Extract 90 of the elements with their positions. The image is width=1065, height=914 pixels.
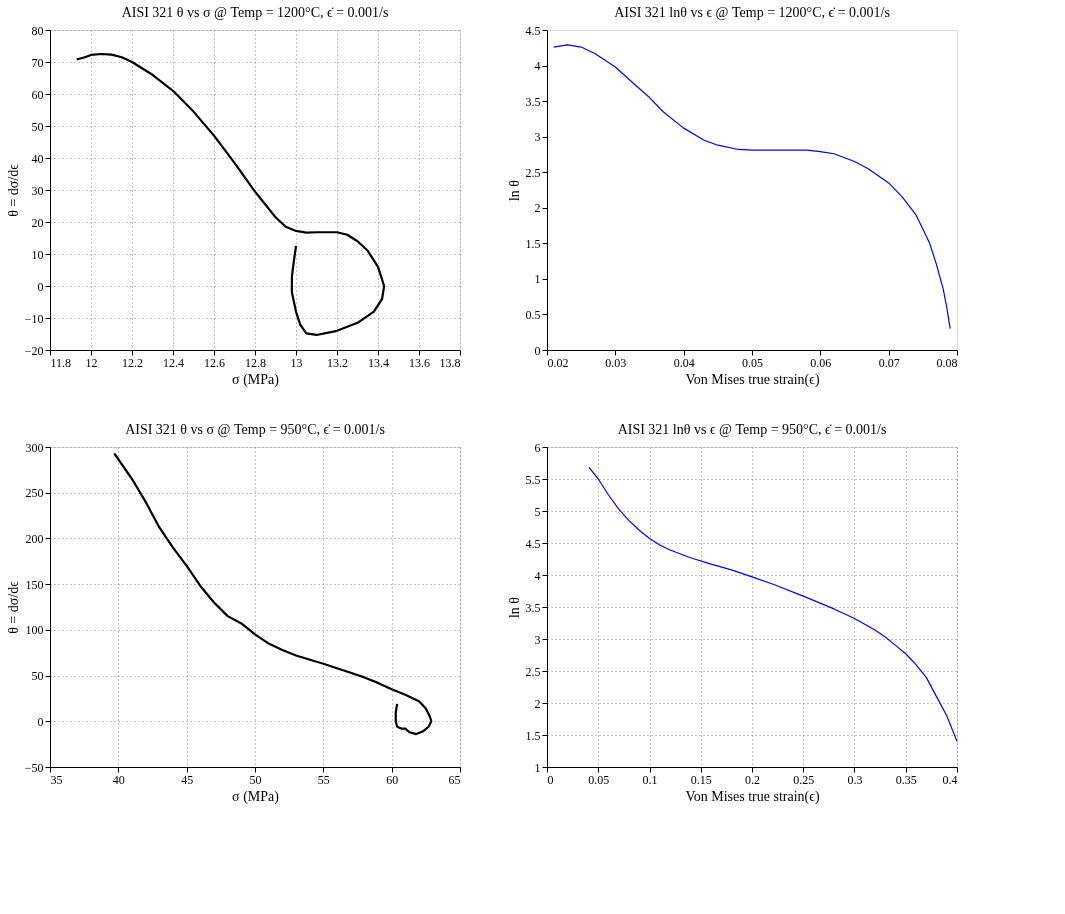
y-tick-label: −50 [24, 760, 44, 775]
x-tick-label: 0.1 [642, 772, 658, 787]
x-tick-label: 13.8 [439, 355, 461, 370]
x-tick-label: 0.03 [605, 355, 627, 370]
y-tick-label: 4 [534, 59, 541, 74]
y-tick-label: 2.5 [525, 664, 541, 679]
y-axis-title: ln θ [506, 596, 522, 619]
x-tick-label: 12.2 [122, 355, 143, 370]
x-tick-label: 0.05 [742, 355, 763, 370]
y-axis-title: ln θ [506, 179, 522, 202]
x-axis-title: Von Mises true strain(ϵ) [685, 788, 820, 805]
x-tick-label: 13.2 [327, 355, 348, 370]
y-tick-label: 0 [534, 343, 541, 358]
x-tick-label: 0.04 [673, 355, 695, 370]
y-tick-label: 4.5 [525, 536, 541, 551]
y-tick-label: 0 [37, 714, 44, 729]
y-tick-label: 60 [31, 87, 44, 102]
y-tick-label: 70 [31, 55, 44, 70]
x-tick-label: 0.35 [895, 772, 917, 787]
x-tick-label: 0.2 [745, 772, 760, 787]
x-tick-label: 0.15 [690, 772, 712, 787]
x-tick-label: 12.4 [163, 355, 184, 370]
y-tick-label: 0 [37, 279, 44, 294]
x-tick-label: 13 [290, 355, 303, 370]
y-tick-label: 1 [534, 760, 541, 775]
y-tick-label: 3.5 [525, 94, 541, 109]
x-axis-title: σ (MPa) [232, 371, 280, 388]
y-tick-label: 5 [534, 504, 541, 519]
x-tick-label: 50 [249, 772, 262, 787]
y-tick-label: −10 [24, 311, 44, 326]
x-tick-label: 45 [181, 772, 194, 787]
y-tick-label: 300 [25, 440, 44, 455]
chart-title: AISI 321 lnθ vs ϵ @ Temp = 950°C, ϵ̇ = 0.001/s [617, 422, 887, 437]
x-tick-label: 0.3 [847, 772, 863, 787]
x-tick-label: 60 [386, 772, 399, 787]
line-series [75, 52, 386, 337]
line-series [113, 452, 433, 736]
x-tick-label: 12.6 [204, 355, 225, 370]
chart-title: AISI 321 θ vs σ @ Temp = 1200°C, ϵ̇ = 0.001/s [121, 5, 389, 20]
x-tick-label: 13.6 [409, 355, 430, 370]
y-tick-label: 4.5 [525, 23, 541, 38]
x-tick-label: 35 [50, 772, 63, 787]
y-tick-label: 20 [31, 215, 44, 230]
y-tick-label: 1.5 [525, 728, 541, 743]
x-tick-label: 0.4 [942, 772, 958, 787]
y-tick-label: 200 [25, 531, 44, 546]
y-tick-label: 50 [31, 119, 44, 134]
y-tick-label: 4 [534, 568, 541, 583]
y-tick-label: −20 [24, 343, 44, 358]
y-axis-title: θ = dσ/dϵ [5, 163, 21, 217]
x-tick-label: 0.25 [793, 772, 815, 787]
y-tick-label: 1.5 [525, 236, 541, 251]
y-tick-label: 150 [25, 577, 44, 592]
y-tick-label: 3 [534, 130, 541, 145]
chart-title: AISI 321 lnθ vs ϵ @ Temp = 1200°C, ϵ̇ = 0.001/s [614, 5, 890, 20]
x-tick-label: 13.4 [368, 355, 389, 370]
y-axis-title: θ = dσ/dϵ [5, 580, 21, 634]
x-axis-title: σ (MPa) [232, 788, 280, 805]
y-tick-label: 5.5 [525, 472, 541, 487]
x-tick-label: 12 [85, 355, 98, 370]
y-tick-label: 250 [25, 486, 44, 501]
x-tick-label: 0.08 [936, 355, 958, 370]
y-tick-label: 6 [534, 440, 541, 455]
y-tick-label: 100 [25, 623, 44, 638]
y-tick-label: 3 [534, 632, 541, 647]
x-tick-label: 12.8 [245, 355, 266, 370]
x-tick-label: 40 [112, 772, 125, 787]
line-series [553, 44, 951, 330]
y-tick-label: 80 [31, 23, 44, 38]
y-tick-label: 2 [534, 201, 541, 216]
y-tick-label: 0.5 [525, 307, 541, 322]
x-tick-label: 0.05 [588, 772, 610, 787]
y-tick-label: 1 [534, 272, 541, 287]
chart-title: AISI 321 θ vs σ @ Temp = 950°C, ϵ̇ = 0.001/s [125, 422, 385, 437]
y-tick-label: 50 [31, 669, 44, 684]
x-tick-label: 0.02 [547, 355, 569, 370]
x-tick-label: 0.06 [810, 355, 832, 370]
x-tick-label: 0.07 [878, 355, 900, 370]
y-tick-label: 30 [31, 183, 44, 198]
x-axis-title: Von Mises true strain(ϵ) [685, 371, 820, 388]
y-tick-label: 2.5 [525, 165, 541, 180]
x-tick-label: 55 [317, 772, 330, 787]
x-tick-label: 65 [448, 772, 461, 787]
line-series [588, 466, 958, 742]
y-tick-label: 40 [31, 151, 44, 166]
x-tick-label: 11.8 [50, 355, 72, 370]
x-tick-label: 0 [547, 772, 554, 787]
y-tick-label: 2 [534, 696, 541, 711]
y-tick-label: 3.5 [525, 600, 541, 615]
y-tick-label: 10 [31, 247, 44, 262]
